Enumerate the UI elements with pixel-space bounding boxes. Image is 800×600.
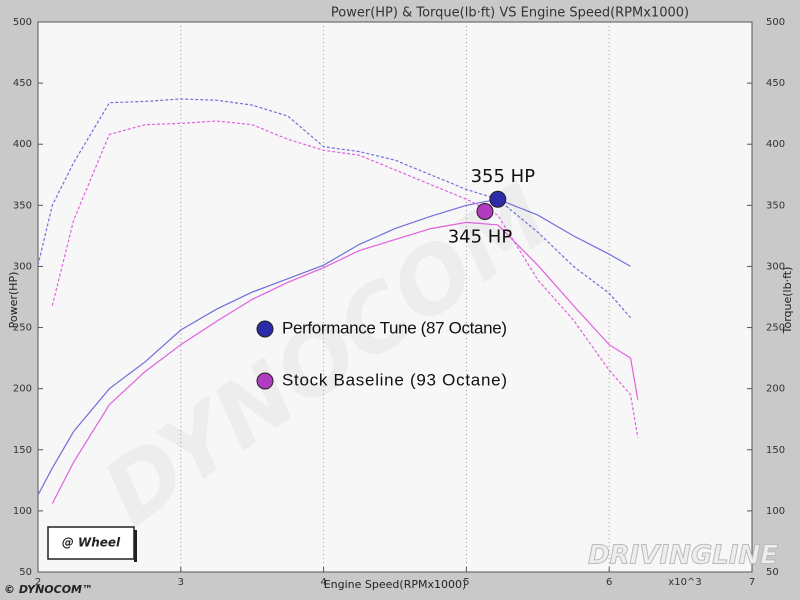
peak-label: 355 HP [471,166,536,187]
torque-line [51,120,639,438]
power-line [51,221,639,504]
y-tick-label: 350 [13,200,32,211]
legend-marker [256,372,274,390]
logo: © DYNOCOM™ [4,583,93,596]
x-tick-label: 7 [749,577,755,588]
peak-label: 345 HP [448,226,513,247]
x-tick-label: 6 [606,577,612,588]
y2-tick-label: 150 [766,445,785,456]
y2-tick-label: 350 [766,200,785,211]
y-tick-label: 400 [13,139,32,150]
power-line [37,198,631,496]
y-axis-label: Power(HP) [7,272,20,329]
y-tick-label: 250 [13,323,32,334]
y2-tick-label: 400 [766,139,785,150]
y-tick-label: 200 [13,384,32,395]
x-tick-label: 2 [35,577,41,588]
torque-line [37,98,632,319]
peak-marker [489,190,507,208]
badge-shadow [134,530,137,562]
y-tick-label: 500 [13,17,32,28]
y2-tick-label: 500 [766,17,785,28]
y-tick-label: 150 [13,445,32,456]
y-tick-label: 300 [13,261,32,272]
x-axis-label: Engine Speed(RPMx1000) [324,578,467,591]
y2-tick-label: 450 [766,78,785,89]
y2-tick-label: 200 [766,384,785,395]
y2-tick-label: 50 [766,567,779,578]
y-tick-label: 100 [13,506,32,517]
badge: @ Wheel [62,536,121,550]
peak-marker [476,202,494,220]
y2-axis-label: Torque(lb·ft) [781,267,794,335]
plot-area [37,21,753,573]
y-tick-label: 50 [19,567,32,578]
chart-title: Power(HP) & Torque(lb·ft) VS Engine Spee… [331,6,689,21]
branding: DRIVINGLINE [588,541,778,571]
y-tick-label: 450 [13,78,32,89]
x-tick-label: 4 [320,577,326,588]
y2-tick-label: 250 [766,323,785,334]
legend-label: Performance Tune (87 Octane) [282,318,507,337]
legend-label: Stock Baseline (93 Octane) [282,370,507,389]
legend-marker [256,320,274,338]
y2-tick-label: 300 [766,261,785,272]
x-tick-label: 3 [178,577,184,588]
x-tick-label: 5 [463,577,469,588]
x-multiplier: x10^3 [668,577,701,588]
y2-tick-label: 100 [766,506,785,517]
